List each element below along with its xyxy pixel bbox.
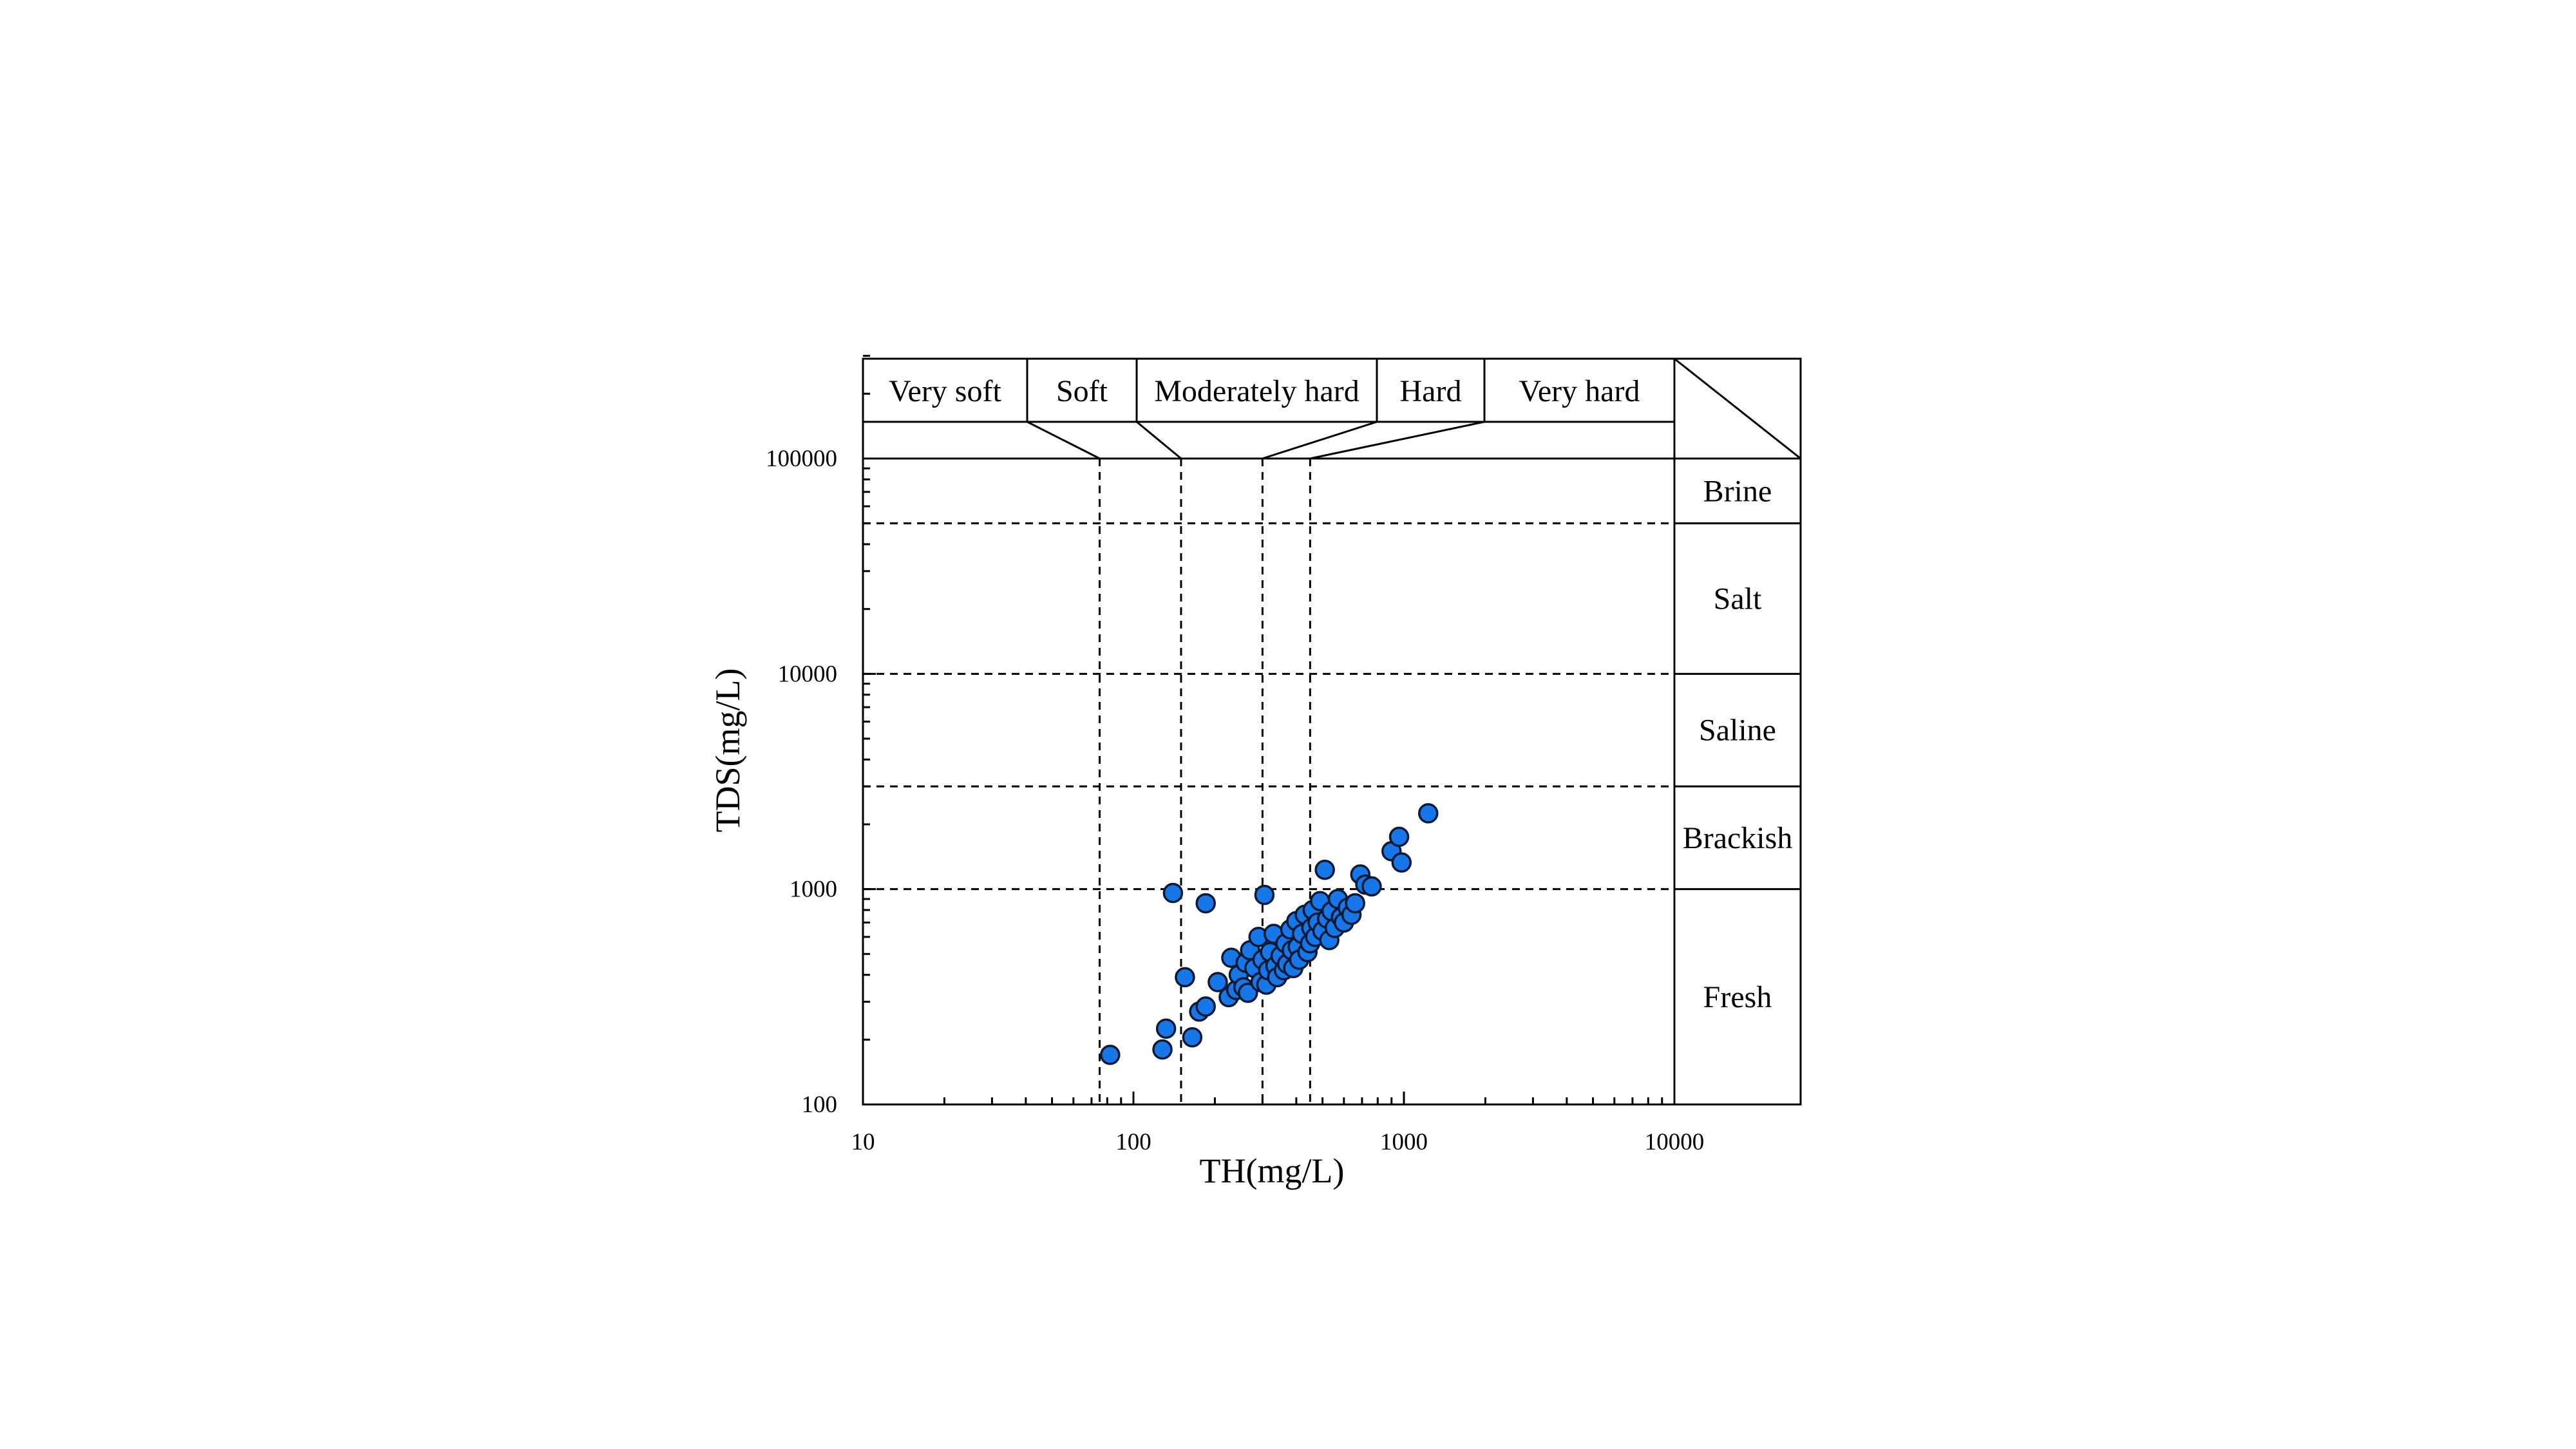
header-connector-0 bbox=[1027, 421, 1101, 460]
chart-frame bbox=[862, 357, 1802, 1106]
data-point bbox=[1182, 1027, 1203, 1048]
salinity-class-label: Brine bbox=[1703, 474, 1772, 508]
header-connector-2 bbox=[1262, 421, 1378, 460]
data-point bbox=[1152, 1039, 1173, 1060]
data-point bbox=[1195, 996, 1216, 1017]
hardness-class-label: Moderately hard bbox=[1154, 374, 1359, 408]
axis-ticks: 10 100 1000 10000 100 1000 10000 100000 bbox=[766, 354, 1705, 1155]
data-point bbox=[1391, 852, 1412, 873]
x-tick-label: 10000 bbox=[1645, 1129, 1705, 1155]
salinity-class-label: Fresh bbox=[1703, 980, 1772, 1014]
header-connector-3 bbox=[1310, 421, 1485, 460]
y-tick-label: 100 bbox=[802, 1092, 838, 1118]
hardness-class-label: Very hard bbox=[1519, 374, 1640, 408]
salinity-class-label: Salt bbox=[1714, 582, 1762, 616]
data-point bbox=[1238, 982, 1258, 1003]
salinity-class-label: Brackish bbox=[1683, 821, 1793, 855]
y-axis-title: TDS(mg/L) bbox=[708, 668, 747, 833]
y-tick-label: 10000 bbox=[778, 661, 838, 687]
hardness-header: Very soft Soft Moderately hard Hard Very har… bbox=[863, 359, 1801, 460]
data-point bbox=[1100, 1045, 1121, 1065]
corner-diagonal bbox=[1674, 357, 1801, 460]
data-point bbox=[1175, 967, 1195, 988]
data-point bbox=[1162, 882, 1184, 904]
y-tick-label: 1000 bbox=[790, 876, 837, 903]
data-point bbox=[1254, 884, 1275, 905]
salinity-class-label: Saline bbox=[1699, 714, 1776, 748]
salinity-column: Brine Salt Saline Brackish Fresh bbox=[1673, 357, 1801, 1104]
hardness-class-label: Soft bbox=[1056, 374, 1108, 408]
x-tick-label: 100 bbox=[1115, 1129, 1151, 1155]
data-point bbox=[1361, 876, 1382, 897]
data-point bbox=[1314, 859, 1335, 880]
data-point bbox=[1208, 972, 1228, 992]
data-point bbox=[1195, 893, 1216, 914]
header-connector-1 bbox=[1136, 421, 1182, 460]
y-tick-label: 100000 bbox=[766, 446, 837, 472]
data-point bbox=[1388, 826, 1410, 848]
hardness-class-label: Hard bbox=[1400, 374, 1462, 408]
classification-lines bbox=[863, 459, 1674, 1104]
x-tick-label: 1000 bbox=[1380, 1129, 1428, 1155]
x-axis-title: TH(mg/L) bbox=[1200, 1151, 1345, 1190]
data-point bbox=[1345, 893, 1365, 914]
sample-points bbox=[1100, 803, 1439, 1065]
data-point bbox=[1155, 1018, 1177, 1039]
x-tick-label: 10 bbox=[851, 1129, 875, 1155]
data-point bbox=[1418, 803, 1439, 824]
hardness-class-label: Very soft bbox=[889, 374, 1001, 408]
